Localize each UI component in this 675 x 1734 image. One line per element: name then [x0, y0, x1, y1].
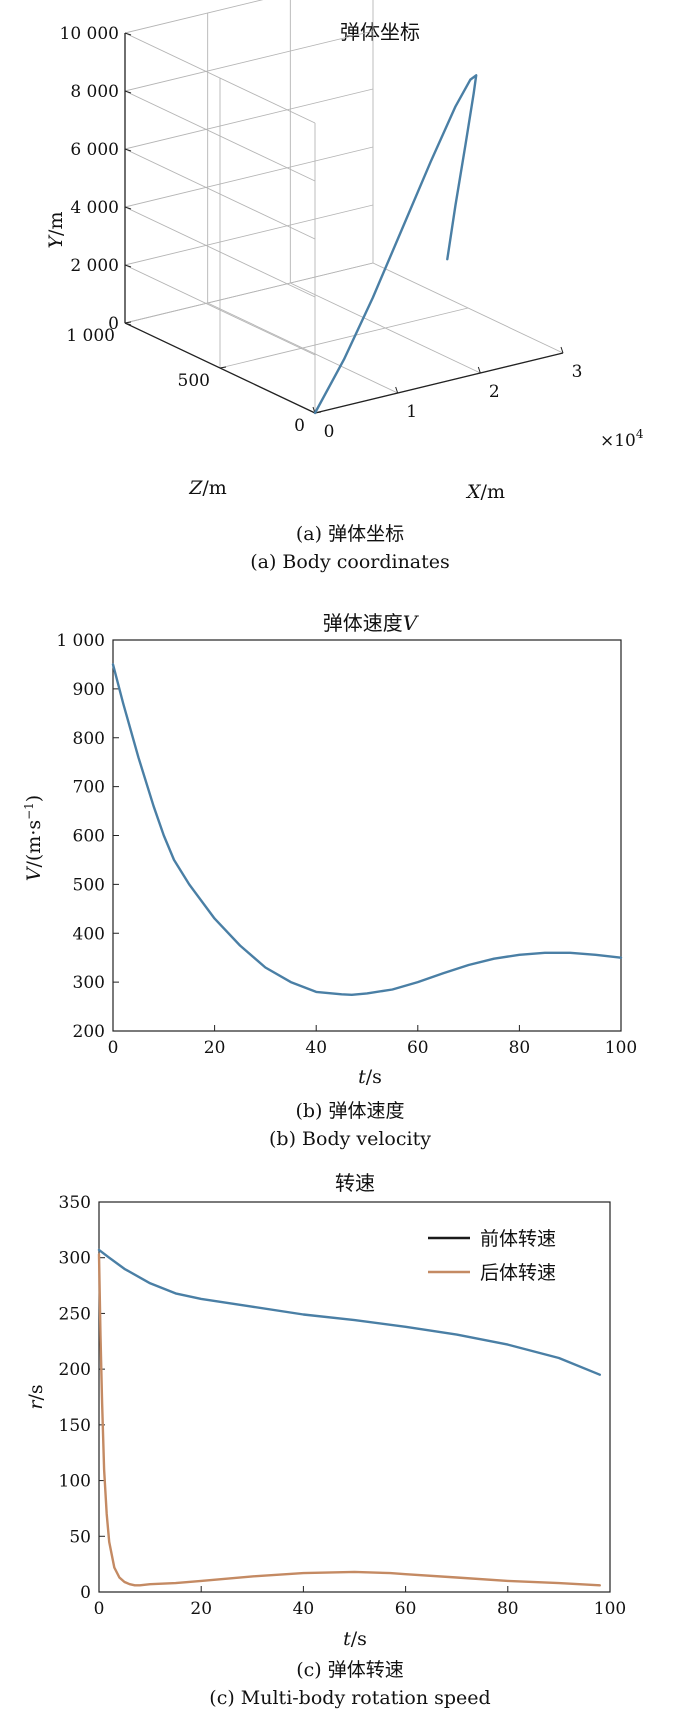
x-tick-label: 0 — [108, 1038, 119, 1058]
y-tick-label: 200 — [59, 1360, 91, 1380]
panel-a-x-multiplier: ×104 — [600, 427, 644, 451]
panel-b-y-axis-label: V/(m·s−1) — [22, 795, 45, 881]
x-tick-label: 60 — [407, 1038, 429, 1058]
panel-a-caption-cn: (a) 弹体坐标 — [296, 523, 404, 545]
panel-a-z-tick-label: 500 — [178, 371, 210, 391]
panel-a-x-tick-label: 2 — [489, 382, 500, 402]
panel-a-caption-en: (a) Body coordinates — [250, 551, 450, 573]
y-tick-label: 900 — [73, 680, 105, 700]
panel-a-x-axis-line — [314, 352, 564, 414]
y-tick-label: 100 — [59, 1472, 91, 1492]
x-tick-label: 20 — [204, 1038, 226, 1058]
panel-b-plot-frame — [112, 639, 622, 1032]
panel-a-y-tick-mark — [124, 32, 132, 36]
panel-a-back-wall-gridline — [124, 30, 374, 92]
y-tick-label: 500 — [73, 875, 105, 895]
panel-b-caption-en: (b) Body velocity — [269, 1128, 431, 1150]
panel-b-ticks: 0 20 40 60 80 100 200 300 400 500 600 700 800 900 1 00… — [56, 631, 637, 1058]
x-tick-label: 100 — [605, 1038, 637, 1058]
panel-c-rotation-chart: 转速 0 20 40 60 80 100 0 50 100 150 200 250 300 350 前体转… — [25, 1171, 626, 1709]
x-tick-label: 20 — [190, 1599, 212, 1619]
panel-a-back-wall-gridline — [124, 146, 374, 208]
panel-a-floor-gridline — [124, 262, 374, 324]
y-tick-label: 150 — [59, 1416, 91, 1436]
panel-a-x-tick-mark — [477, 366, 481, 374]
panel-b-series — [111, 663, 623, 996]
panel-c-x-axis-label: t/s — [343, 1628, 367, 1650]
x-tick-label: 60 — [395, 1599, 417, 1619]
panel-a-series — [313, 74, 478, 415]
panel-b-velocity-chart: 弹体速度V 0 20 40 60 80 100 200 300 400 500 600 700 800 9… — [22, 611, 637, 1150]
panel-a-y-tick-mark — [124, 90, 132, 94]
panel-a-x-tick-label: 0 — [324, 422, 335, 442]
panel-a-x-axis-label: X/m — [465, 481, 505, 503]
panel-a-floor-gridline — [219, 307, 469, 369]
panel-a-y-tick-label: 10 000 — [60, 24, 119, 44]
y-tick-label: 200 — [73, 1022, 105, 1042]
panel-a-x-tick-label: 1 — [406, 402, 417, 422]
panel-a-z-tick-label: 1 000 — [66, 326, 115, 346]
panel-c-title: 转速 — [335, 1171, 375, 1195]
y-tick-label: 250 — [59, 1304, 91, 1324]
y-tick-label: 350 — [59, 1193, 91, 1213]
panel-a-back-wall-gridline — [124, 204, 374, 266]
panel-a-x-tick-mark — [560, 346, 564, 354]
panel-a-z-axis-label: Z/m — [188, 477, 227, 499]
panel-a-back-wall-gridline — [124, 0, 264, 34]
panel-c-ticks: 0 20 40 60 80 100 0 50 100 150 200 250 300 350 — [59, 1193, 627, 1619]
y-tick-label: 600 — [73, 827, 105, 847]
y-tick-label: 300 — [59, 1249, 91, 1269]
panel-a-trajectory-line — [313, 74, 478, 415]
x-tick-label: 100 — [594, 1599, 626, 1619]
series-line-2 — [97, 1253, 601, 1587]
y-tick-label: 1 000 — [56, 631, 105, 651]
panel-b-x-axis-label: t/s — [358, 1066, 382, 1088]
y-tick-label: 50 — [69, 1527, 91, 1547]
panel-c-y-axis-label: r/s — [25, 1384, 47, 1409]
panel-a-grid — [124, 0, 564, 414]
panel-c-caption-en: (c) Multi-body rotation speed — [209, 1687, 490, 1709]
x-tick-label: 40 — [293, 1599, 315, 1619]
panel-a-y-tick-label: 6 000 — [70, 140, 119, 160]
panel-a-x-tick-mark — [395, 386, 399, 394]
x-tick-label: 80 — [497, 1599, 519, 1619]
panel-a-x-tick-label: 3 — [572, 362, 583, 382]
y-tick-label: 700 — [73, 778, 105, 798]
panel-a-y-tick-mark — [124, 206, 132, 210]
panel-a-y-tick-mark — [124, 264, 132, 268]
x-tick-label: 80 — [509, 1038, 531, 1058]
panel-a-y-tick-label: 0 — [108, 314, 119, 334]
panel-b-title: 弹体速度V — [323, 611, 420, 635]
panel-b-caption-cn: (b) 弹体速度 — [295, 1100, 404, 1122]
y-tick-label: 400 — [73, 924, 105, 944]
x-tick-label: 40 — [305, 1038, 327, 1058]
panel-a-z-tick-mark — [124, 321, 132, 324]
panel-c-plot-frame — [98, 1201, 611, 1593]
panel-a-z-tick-label: 0 — [294, 416, 305, 436]
y-tick-label: 800 — [73, 729, 105, 749]
x-tick-label: 0 — [94, 1599, 105, 1619]
panel-a-y-tick-label: 2 000 — [70, 256, 119, 276]
panel-a-y-tick-mark — [124, 148, 132, 152]
panel-a-title: 弹体坐标 — [340, 20, 420, 44]
y-tick-label: 300 — [73, 973, 105, 993]
panel-a-z-tick-mark — [219, 366, 227, 369]
legend-label-1: 前体转速 — [480, 1228, 556, 1250]
series-line-1 — [97, 1248, 601, 1376]
panel-c-caption-cn: (c) 弹体转速 — [296, 1659, 404, 1681]
legend-label-2: 后体转速 — [480, 1262, 556, 1284]
panel-c-series — [97, 1248, 601, 1587]
y-tick-label: 0 — [80, 1583, 91, 1603]
series-line-1 — [111, 663, 623, 996]
panel-a-3d-chart: 弹体坐标 0 2 000 4 000 6 000 8 000 10 000 0 500 1 00… — [45, 0, 644, 573]
panel-a-y-tick-label: 4 000 — [70, 198, 119, 218]
panel-a-y-axis-label: Y/m — [45, 212, 67, 249]
panel-a-y-tick-label: 8 000 — [70, 82, 119, 102]
panel-a-back-wall-gridline — [124, 88, 374, 150]
